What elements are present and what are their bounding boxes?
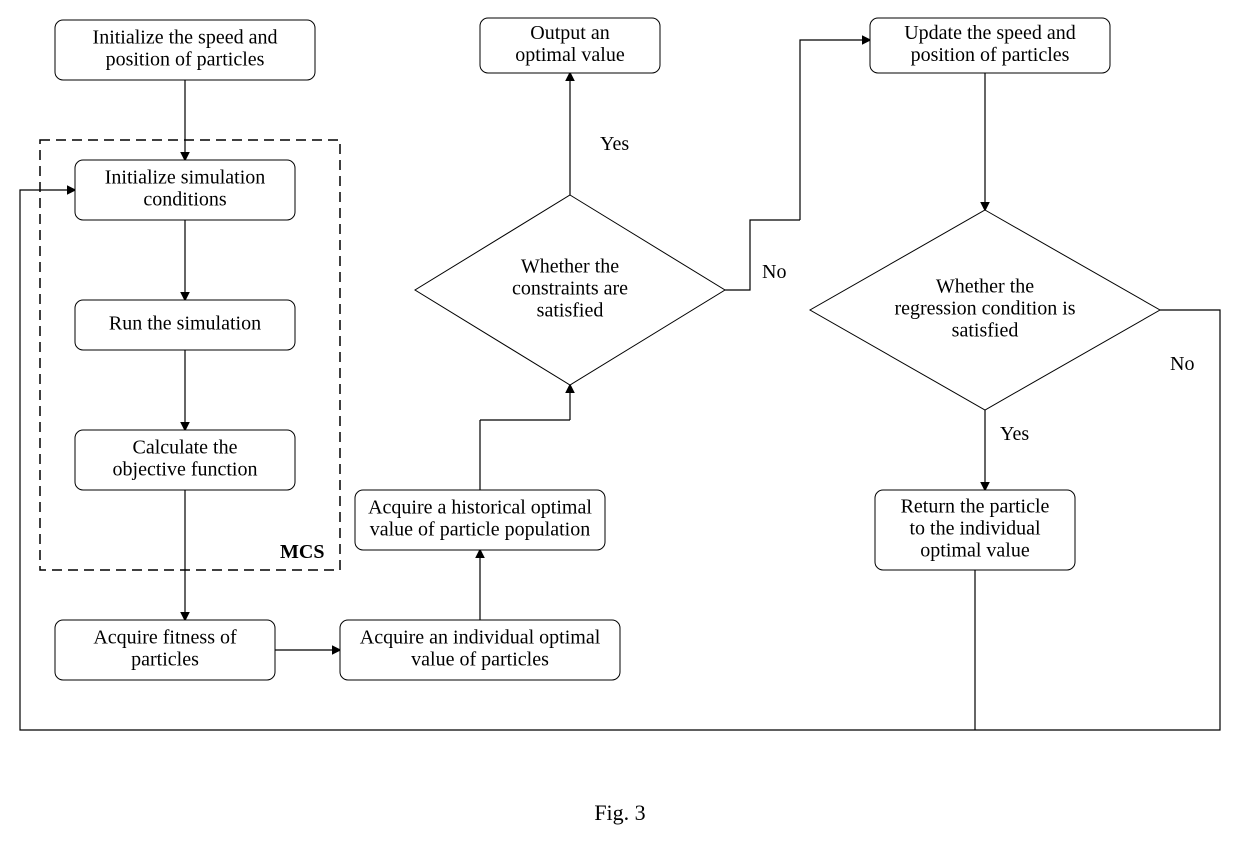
update-text-line-0: Update the speed and bbox=[904, 22, 1076, 44]
constraints-text-line-0: Whether the bbox=[521, 256, 619, 278]
acq_hist-text-line-0: Acquire a historical optimal bbox=[368, 497, 592, 519]
constraints-text-line-2: satisfied bbox=[537, 300, 604, 322]
output-text-line-0: Output an bbox=[530, 22, 609, 44]
update-text-line-1: position of particles bbox=[911, 44, 1070, 66]
init_particles-text-line-1: position of particles bbox=[106, 49, 265, 71]
acq_indiv-text-line-0: Acquire an individual optimal bbox=[360, 627, 601, 649]
return_particle-text-line-1: to the individual bbox=[909, 518, 1041, 540]
run_sim-text-line-0: Run the simulation bbox=[109, 313, 261, 335]
edge-label-yes_below: Yes bbox=[1000, 423, 1029, 445]
init_sim-text-line-1: conditions bbox=[143, 189, 227, 211]
figure-caption: Fig. 3 bbox=[594, 800, 645, 825]
calc_obj-text-line-1: objective function bbox=[113, 459, 258, 481]
output-text-line-1: optimal value bbox=[515, 44, 625, 66]
constraints-text-line-1: constraints are bbox=[512, 278, 628, 300]
return_particle-text-line-0: Return the particle bbox=[901, 496, 1050, 518]
init_particles-text-line-0: Initialize the speed and bbox=[93, 27, 278, 49]
init_sim-text-line-0: Initialize simulation bbox=[105, 167, 266, 189]
acq_hist-text-line-1: value of particle population bbox=[370, 519, 590, 541]
acq_indiv-text-line-1: value of particles bbox=[411, 649, 549, 671]
calc_obj-text-line-0: Calculate the bbox=[133, 437, 238, 459]
mcs-label: MCS bbox=[280, 541, 324, 563]
acq_fitness-text-line-0: Acquire fitness of bbox=[93, 627, 237, 649]
edge-label-yes_top: Yes bbox=[600, 133, 629, 155]
edge-11 bbox=[800, 40, 870, 220]
nodes-layer: Initialize the speed andposition of part… bbox=[55, 18, 1160, 680]
acq_fitness-text-line-1: particles bbox=[131, 649, 199, 671]
return_particle-text-line-2: optimal value bbox=[920, 540, 1030, 562]
edge-label-no_far: No bbox=[1170, 353, 1194, 375]
regression-text-line-2: satisfied bbox=[952, 320, 1019, 342]
regression-text-line-1: regression condition is bbox=[894, 298, 1075, 320]
regression-text-line-0: Whether the bbox=[936, 276, 1034, 298]
edge-label-no_right: No bbox=[762, 261, 786, 283]
